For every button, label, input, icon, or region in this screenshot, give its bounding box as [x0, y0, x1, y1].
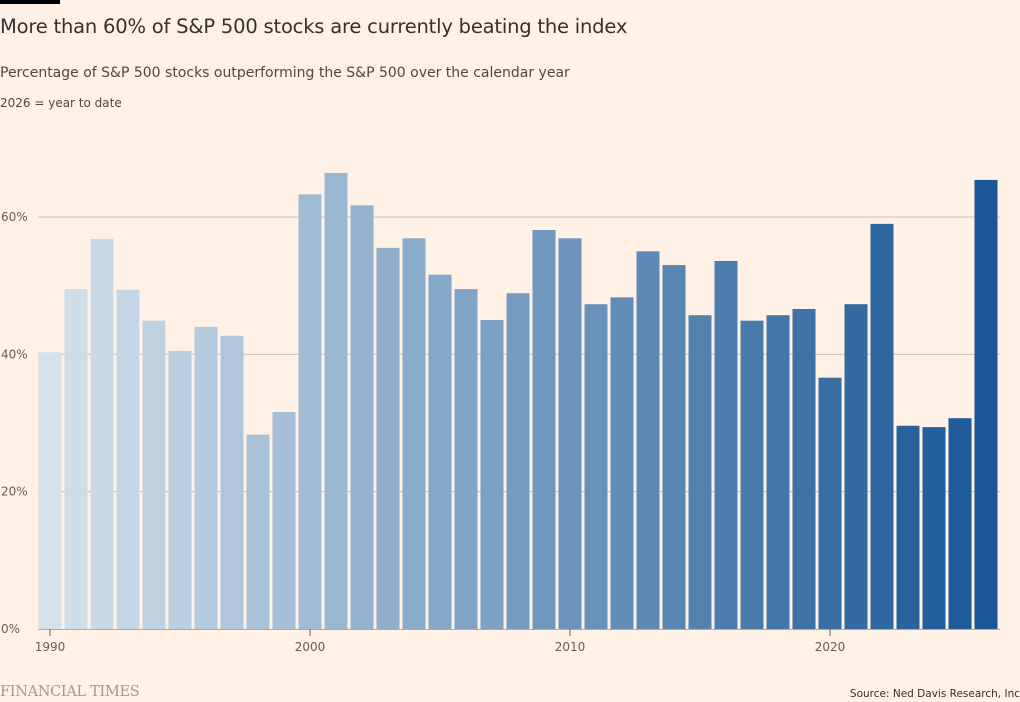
x-tick-label: 1990	[35, 640, 66, 654]
bar-2005	[428, 274, 452, 629]
bar-2011	[584, 304, 608, 629]
bar-2004	[402, 238, 426, 630]
bar-2024	[922, 427, 946, 629]
bar-2008	[506, 293, 530, 629]
bar-2019	[792, 309, 816, 629]
bar-2017	[740, 320, 764, 629]
bar-2015	[688, 315, 712, 629]
bar-2003	[376, 247, 400, 629]
bar-2026	[974, 179, 998, 630]
bars	[38, 173, 998, 630]
bar-1994	[142, 320, 166, 629]
bar-1998	[246, 434, 270, 629]
y-tick-label: 40%	[1, 347, 28, 361]
y-tick-label: 20%	[1, 485, 28, 499]
bar-2009	[532, 230, 556, 630]
x-axis: 1990 2000 2010 2020	[35, 629, 1000, 654]
y-axis-labels: 0% 20% 40% 60%	[1, 210, 28, 636]
bar-2020	[818, 377, 842, 629]
x-tick-label: 2000	[295, 640, 326, 654]
bar-1990	[38, 352, 62, 629]
bar-2012	[610, 297, 634, 629]
bar-2006	[454, 289, 478, 629]
chart-subtitle: Percentage of S&P 500 stocks outperformi…	[0, 65, 570, 81]
x-tick-label: 2010	[555, 640, 586, 654]
bar-1993	[116, 289, 140, 629]
bar-2021	[844, 304, 868, 629]
chart-note: 2026 = year to date	[0, 96, 122, 110]
y-tick-label: 60%	[1, 210, 28, 224]
bar-2007	[480, 320, 504, 629]
bar-2001	[324, 173, 348, 630]
bar-2025	[948, 418, 972, 629]
bar-1996	[194, 326, 218, 629]
bar-1992	[90, 238, 114, 629]
bar-2013	[636, 251, 660, 629]
bar-2000	[298, 194, 322, 629]
bar-2023	[896, 425, 920, 629]
bar-2018	[766, 315, 790, 629]
bar-2022	[870, 223, 894, 629]
chart-title: More than 60% of S&P 500 stocks are curr…	[0, 15, 628, 38]
y-tick-label: 0%	[1, 622, 20, 636]
x-tick-label: 2020	[815, 640, 846, 654]
bar-1995	[168, 350, 192, 629]
ft-top-bar	[0, 0, 60, 4]
bar-1997	[220, 335, 244, 629]
bar-2002	[350, 205, 374, 629]
ft-logo: FINANCIAL TIMES	[0, 684, 140, 700]
bar-2010	[558, 238, 582, 630]
bar-1999	[272, 412, 296, 629]
bar-1991	[64, 289, 88, 629]
bar-2016	[714, 260, 738, 629]
bar-2014	[662, 265, 686, 629]
source-note: Source: Ned Davis Research, Inc	[849, 688, 1020, 700]
